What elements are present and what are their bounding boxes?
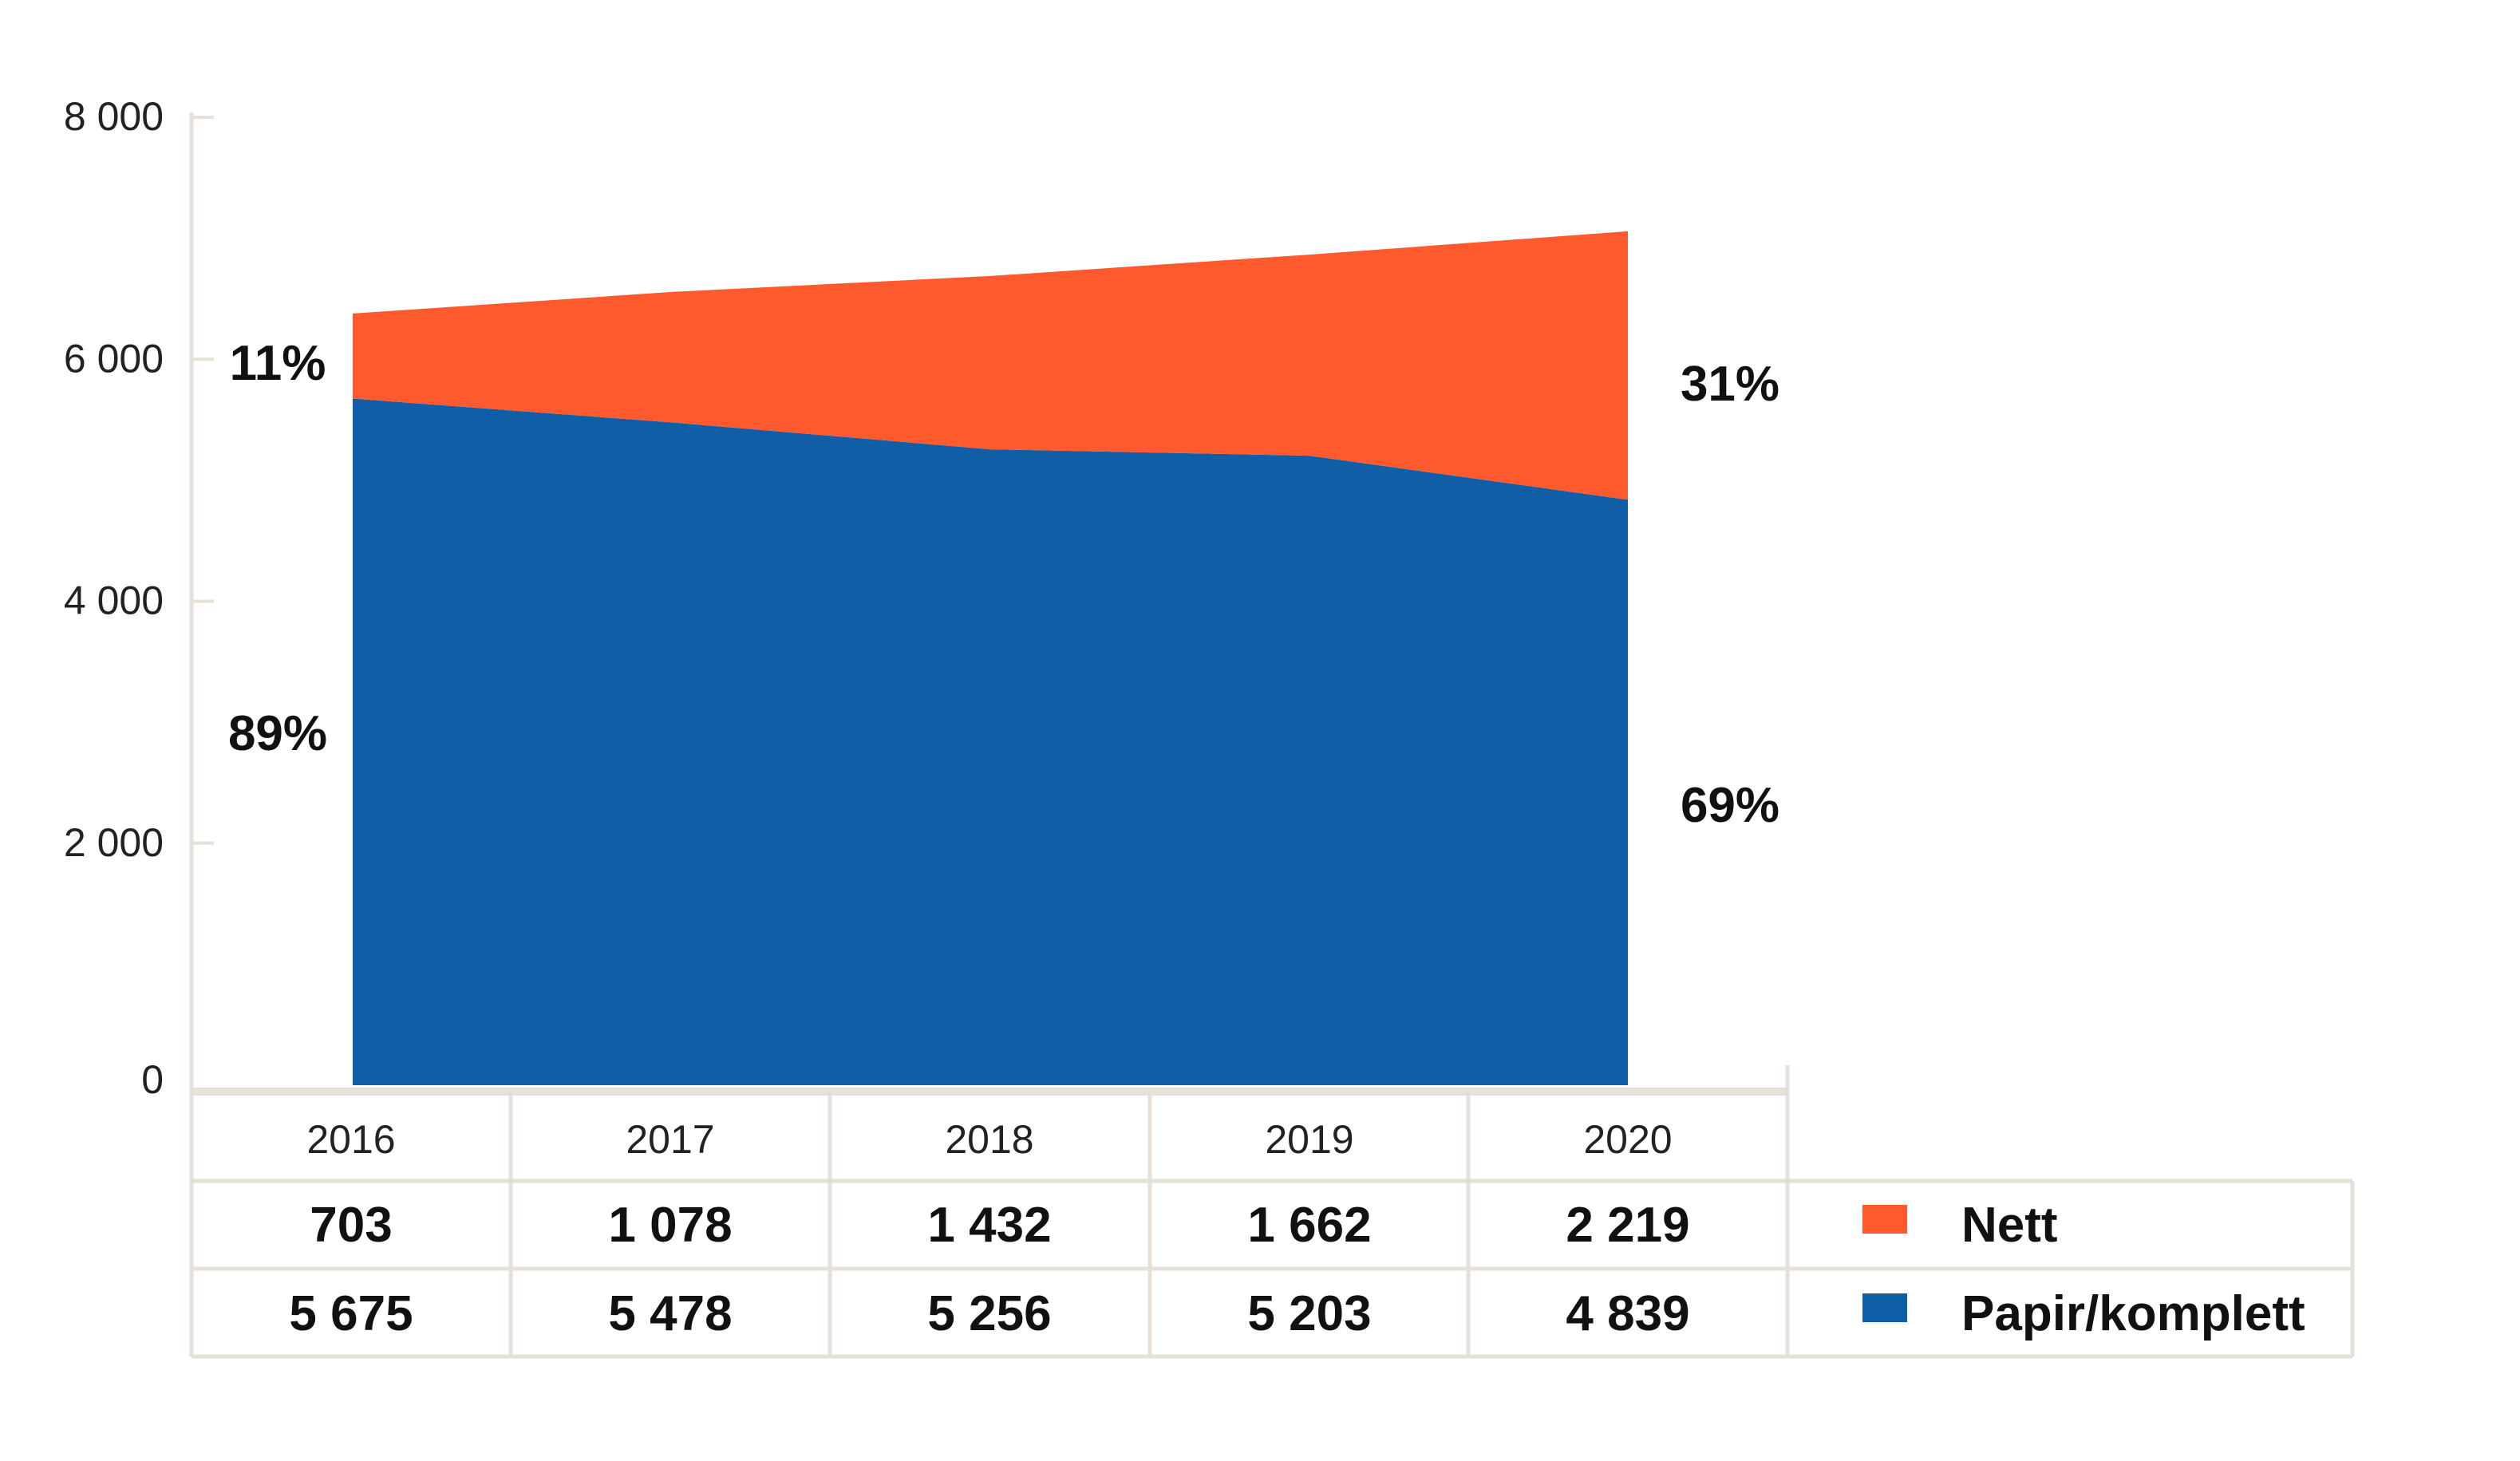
data-label-nett: 1 662 bbox=[1247, 1198, 1371, 1253]
start-nett-percent: 11% bbox=[230, 336, 326, 391]
chart-frame bbox=[189, 113, 1790, 1356]
percentage-annotations: 11% 89% 31% 69% bbox=[228, 336, 1779, 833]
y-tick-label: 0 bbox=[141, 1057, 164, 1102]
area-papir-komplett bbox=[353, 398, 1628, 1085]
area-series bbox=[353, 231, 1628, 1085]
y-tick-label: 4 000 bbox=[64, 578, 164, 623]
data-label-papir-komplett: 5 203 bbox=[1247, 1286, 1371, 1341]
y-axis-ticks: 0 2 000 4 000 6 000 8 000 bbox=[64, 94, 214, 1102]
data-label-nett: 1 078 bbox=[608, 1198, 732, 1253]
data-label-nett: 2 219 bbox=[1566, 1198, 1689, 1253]
start-papir-percent: 89% bbox=[228, 706, 327, 761]
x-tick-label: 2019 bbox=[1265, 1117, 1353, 1162]
data-label-papir-komplett: 4 839 bbox=[1566, 1286, 1689, 1341]
x-tick-label: 2020 bbox=[1583, 1117, 1672, 1162]
end-papir-percent: 69% bbox=[1681, 778, 1779, 833]
y-tick-label: 8 000 bbox=[64, 94, 164, 139]
legend-swatch-nett bbox=[1862, 1205, 1907, 1234]
y-tick-label: 2 000 bbox=[64, 820, 164, 865]
x-tick-label: 2018 bbox=[945, 1117, 1033, 1162]
legend-label-papir-komplett: Papir/komplett bbox=[1961, 1286, 2305, 1341]
data-table: 2016 2017 2018 2019 2020 703 1 078 1 432 1 662 2 … bbox=[192, 1095, 2355, 1359]
legend-swatch-papir-komplett bbox=[1862, 1293, 1907, 1322]
data-label-papir-komplett: 5 478 bbox=[608, 1286, 732, 1341]
end-nett-percent: 31% bbox=[1681, 357, 1779, 412]
x-tick-label: 2016 bbox=[306, 1117, 395, 1162]
data-label-papir-komplett: 5 256 bbox=[927, 1286, 1051, 1341]
area-nett bbox=[353, 231, 1628, 500]
data-label-nett: 1 432 bbox=[927, 1198, 1051, 1253]
data-label-nett: 703 bbox=[310, 1198, 392, 1253]
data-label-papir-komplett: 5 675 bbox=[289, 1286, 413, 1341]
legend-label-nett: Nett bbox=[1961, 1198, 2058, 1253]
x-tick-label: 2017 bbox=[626, 1117, 714, 1162]
y-tick-label: 6 000 bbox=[64, 336, 164, 381]
